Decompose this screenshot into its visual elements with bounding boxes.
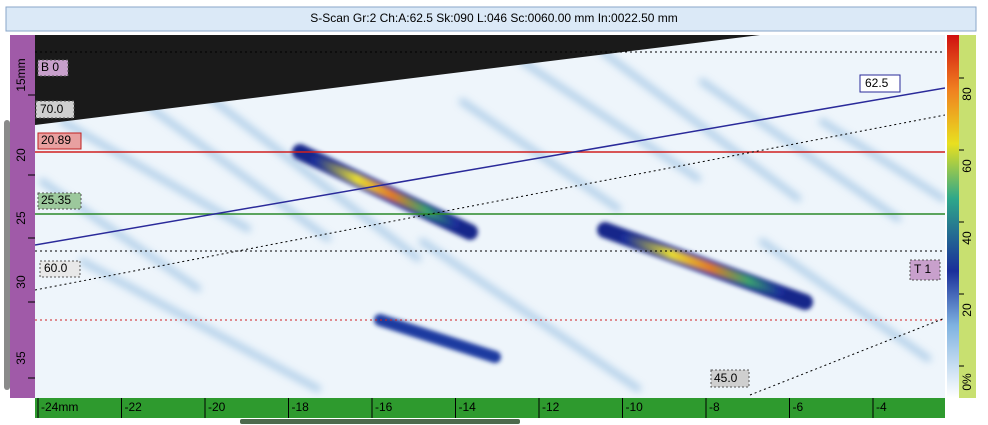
angle-line-label: 62.5 <box>865 76 889 90</box>
scan-image <box>35 35 945 398</box>
index-tick-label: -8 <box>709 400 720 414</box>
index-tick-label: -22 <box>125 400 143 414</box>
index-tick-label: -24mm <box>41 400 78 414</box>
depth-tick-label: 35 <box>14 351 28 365</box>
meas-depth-label: 25.35 <box>41 193 71 207</box>
angle-label: 70.0 <box>40 102 64 116</box>
gate-label: T 1 <box>914 262 931 276</box>
color-scale-label: 40 <box>960 231 974 245</box>
vertical-scrollbar[interactable] <box>4 120 10 390</box>
title: S-Scan Gr:2 Ch:A:62.5 Sk:090 L:046 Sc:00… <box>310 11 678 25</box>
s-scan-view: S-Scan Gr:2 Ch:A:62.5 Sk:090 L:046 Sc:00… <box>0 0 988 425</box>
color-bar <box>947 35 959 398</box>
reference-label: B 0 <box>41 60 59 74</box>
index-tick-label: -10 <box>626 400 644 414</box>
index-tick-label: -6 <box>793 400 804 414</box>
index-tick-label: -12 <box>542 400 560 414</box>
depth-tick-label: 25 <box>14 211 28 225</box>
index-tick-label: -4 <box>876 400 887 414</box>
depth-tick-label: 30 <box>14 275 28 289</box>
depth-tick-label: 20 <box>14 148 28 162</box>
angle-label: 60.0 <box>44 261 68 275</box>
color-scale-label: 0% <box>960 373 974 391</box>
color-scale-label: 20 <box>960 303 974 317</box>
color-scale-label: 80 <box>960 87 974 101</box>
ref-depth-label: 20.89 <box>41 133 71 147</box>
index-ruler <box>35 398 945 418</box>
color-scale-label: 60 <box>960 159 974 173</box>
index-tick-label: -14 <box>459 400 477 414</box>
depth-tick-label: 15mm <box>14 58 28 91</box>
angle-label: 45.0 <box>714 371 738 385</box>
index-tick-label: -18 <box>292 400 310 414</box>
index-tick-label: -16 <box>375 400 393 414</box>
index-tick-label: -20 <box>208 400 226 414</box>
horizontal-scrollbar[interactable] <box>240 419 520 424</box>
